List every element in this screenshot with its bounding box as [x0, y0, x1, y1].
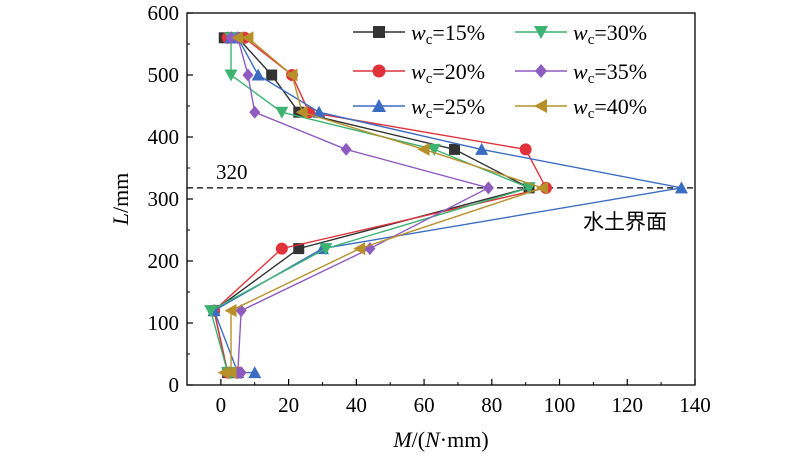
series-line	[213, 37, 548, 374]
marker-triangle-down	[224, 69, 238, 82]
marker-diamond	[364, 242, 376, 256]
marker-triangle-left	[224, 304, 237, 318]
legend-label: wc=40%	[573, 94, 647, 122]
legend-label: wc=15%	[411, 20, 485, 48]
marker-triangle-left	[417, 142, 430, 156]
legend-item-1: wc=15%	[353, 20, 485, 48]
y-tick-label: 100	[148, 311, 180, 335]
x-tick-label: 100	[544, 393, 576, 417]
marker-triangle-down	[522, 182, 536, 195]
marker-triangle-up	[475, 142, 489, 155]
marker-diamond	[249, 105, 261, 119]
marker-diamond	[340, 142, 352, 156]
marker-circle	[275, 242, 288, 255]
series-line	[224, 37, 545, 374]
series-5	[225, 31, 494, 380]
series-line	[213, 37, 531, 374]
marker-diamond	[482, 181, 494, 195]
legend-item-3: wc=25%	[353, 94, 485, 122]
x-tick-label: 140	[679, 393, 711, 417]
y-tick-label: 400	[148, 125, 180, 149]
marker-triangle-up	[251, 68, 265, 81]
x-axis-label: M/(N·mm)	[392, 427, 488, 452]
boundary-line-layer: 320 水土界面	[187, 160, 695, 234]
legend-label: wc=30%	[573, 20, 647, 48]
series-6	[217, 31, 549, 380]
series-line	[209, 37, 532, 374]
marker-circle	[372, 64, 386, 78]
x-tick-label: 0	[216, 393, 227, 417]
axes: 0 20 40 60 80 100 120 140 0 100 200 300 400 500 600	[148, 1, 711, 417]
marker-diamond	[235, 366, 247, 380]
legend-label: wc=35%	[573, 59, 647, 87]
legend-label: wc=20%	[411, 59, 485, 87]
x-tick-label: 40	[346, 393, 367, 417]
marker-square	[373, 26, 385, 38]
marker-diamond	[242, 68, 254, 82]
marker-triangle-left	[217, 366, 230, 380]
marker-triangle-left	[536, 181, 549, 195]
x-tick-label: 120	[612, 393, 644, 417]
marker-diamond	[535, 64, 547, 78]
marker-square	[266, 69, 278, 81]
marker-triangle-left	[231, 31, 244, 45]
y-tick-label: 600	[148, 1, 180, 25]
legend-item-5: wc=35%	[515, 59, 647, 87]
legend-item-2: wc=20%	[353, 59, 485, 87]
series-2	[208, 31, 552, 379]
x-tick-label: 60	[414, 393, 435, 417]
marker-square	[449, 143, 461, 155]
marker-triangle-up	[248, 366, 262, 379]
series-line	[213, 37, 682, 374]
marker-triangle-down	[534, 26, 548, 39]
x-tick-label: 20	[278, 393, 299, 417]
marker-square	[293, 243, 305, 255]
legend-label: wc=25%	[411, 94, 485, 122]
legend-item-4: wc=30%	[515, 20, 647, 48]
x-tick-label: 80	[481, 393, 502, 417]
marker-triangle-down	[204, 305, 218, 318]
marker-triangle-left	[241, 31, 254, 45]
marker-triangle-left	[285, 68, 298, 82]
marker-diamond	[225, 31, 237, 45]
marker-circle	[519, 143, 532, 156]
series-line	[231, 37, 491, 374]
marker-triangle-up	[674, 181, 688, 194]
marker-triangle-up	[312, 105, 326, 118]
marker-triangle-down	[319, 243, 333, 256]
marker-triangle-left	[534, 99, 547, 113]
marker-triangle-left	[353, 242, 366, 256]
y-tick-label: 200	[148, 249, 180, 273]
legend: wc=15% wc=20% wc=25% wc=30% wc=35% wc=40%	[353, 20, 647, 122]
axis-labels: M/(N·mm) L/mm	[108, 173, 489, 452]
y-tick-label: 300	[148, 187, 180, 211]
y-axis-label: L/mm	[108, 173, 133, 227]
marker-triangle-left	[224, 366, 237, 380]
y-tick-label: 500	[148, 63, 180, 87]
boundary-value-label: 320	[216, 160, 248, 184]
series-1	[208, 32, 535, 379]
water-soil-interface-label: 水土界面	[583, 210, 667, 234]
series-layer	[204, 31, 688, 380]
series-4	[204, 32, 536, 380]
marker-triangle-up	[372, 99, 386, 112]
legend-item-6: wc=40%	[515, 94, 647, 122]
y-tick-label: 0	[169, 373, 180, 397]
marker-triangle-down	[427, 143, 441, 156]
marker-triangle-left	[295, 105, 308, 119]
marker-triangle-down	[275, 106, 289, 119]
